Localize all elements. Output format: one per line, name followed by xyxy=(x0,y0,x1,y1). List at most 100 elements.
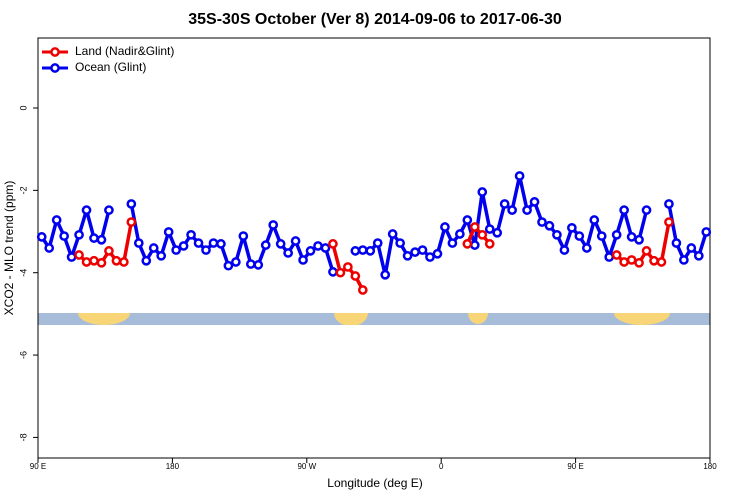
data-point xyxy=(89,255,99,266)
data-point xyxy=(611,250,622,260)
data-point xyxy=(74,229,84,240)
data-point xyxy=(298,255,308,265)
data-point xyxy=(395,238,405,248)
land-shape xyxy=(334,313,368,325)
data-point xyxy=(410,247,420,257)
x-axis-label: Longitude (deg E) xyxy=(327,476,422,490)
data-point xyxy=(320,243,331,253)
data-point xyxy=(238,231,249,241)
data-point xyxy=(343,262,353,272)
data-point xyxy=(223,260,234,271)
data-point xyxy=(111,255,122,266)
data-point xyxy=(208,238,219,248)
data-point xyxy=(156,250,167,261)
data-point xyxy=(96,257,107,268)
data-point xyxy=(193,238,204,248)
data-point xyxy=(679,255,689,265)
data-point xyxy=(119,257,129,267)
data-point xyxy=(171,245,181,255)
data-point xyxy=(611,229,622,240)
data-point xyxy=(440,222,450,232)
data-point xyxy=(469,240,480,250)
data-point xyxy=(462,239,473,249)
data-point xyxy=(455,229,465,239)
data-point xyxy=(186,229,196,240)
data-point xyxy=(365,246,376,256)
data-point xyxy=(671,238,682,248)
legend-label: Land (Nadir&Glint) xyxy=(75,44,174,58)
data-point xyxy=(245,259,256,269)
data-point xyxy=(634,234,644,245)
data-point xyxy=(335,267,346,278)
y-tick-label: -6 xyxy=(18,351,28,359)
data-point xyxy=(522,205,532,215)
data-point xyxy=(425,252,435,262)
data-point xyxy=(656,257,667,267)
data-point xyxy=(372,238,383,248)
data-point xyxy=(492,227,503,238)
plot-frame xyxy=(37,37,711,459)
data-point xyxy=(328,267,338,277)
data-point xyxy=(126,217,137,227)
data-point xyxy=(664,217,674,227)
data-point xyxy=(141,255,152,266)
data-point xyxy=(626,232,637,242)
data-point xyxy=(260,240,271,250)
y-tick-label: -4 xyxy=(18,269,28,277)
land-shape xyxy=(468,313,488,324)
data-point xyxy=(544,220,555,231)
data-point xyxy=(305,246,316,256)
legend-marker xyxy=(50,47,60,57)
data-point xyxy=(328,239,338,249)
data-point xyxy=(357,285,368,295)
data-point xyxy=(507,205,517,215)
land-shape xyxy=(614,313,670,325)
data-point xyxy=(686,243,697,253)
data-point xyxy=(283,248,293,258)
legend-marker xyxy=(50,63,60,73)
y-tick-label: -8 xyxy=(18,433,28,441)
data-point xyxy=(581,243,592,253)
data-point xyxy=(380,269,391,280)
data-point xyxy=(231,257,241,267)
data-point xyxy=(484,239,495,249)
data-point xyxy=(201,245,211,255)
data-point xyxy=(133,238,144,248)
x-tick-label: 90 E xyxy=(30,462,46,471)
x-tick-label: 180 xyxy=(166,462,180,471)
data-point xyxy=(589,215,600,225)
map-strip xyxy=(38,313,710,325)
x-tick-label: 90 W xyxy=(297,462,316,471)
data-point xyxy=(604,252,615,262)
data-point xyxy=(634,257,644,268)
data-point xyxy=(447,238,458,248)
data-point xyxy=(484,224,495,234)
data-point xyxy=(664,199,674,209)
data-point xyxy=(163,227,174,237)
data-point xyxy=(641,205,652,215)
data-point xyxy=(81,205,92,215)
data-point xyxy=(74,250,84,260)
ocean-strip xyxy=(38,313,710,325)
data-point xyxy=(641,246,652,256)
data-point xyxy=(36,232,47,242)
data-point xyxy=(462,215,473,225)
data-point xyxy=(275,239,286,249)
data-point xyxy=(148,243,159,253)
data-point xyxy=(104,205,114,215)
data-point xyxy=(619,257,629,267)
data-point xyxy=(44,243,55,253)
data-point xyxy=(126,199,137,209)
data-point xyxy=(567,222,577,233)
y-axis-label: XCO2 - MLO trend (ppm) xyxy=(2,181,16,316)
data-point xyxy=(253,260,264,270)
series-line xyxy=(465,225,492,245)
data-point xyxy=(51,215,62,225)
x-tick-label: 90 E xyxy=(567,462,583,471)
x-tick-label: 0 xyxy=(439,462,444,471)
data-point xyxy=(357,245,368,255)
data-point xyxy=(537,217,547,227)
data-point xyxy=(596,231,607,241)
data-point xyxy=(619,205,629,215)
